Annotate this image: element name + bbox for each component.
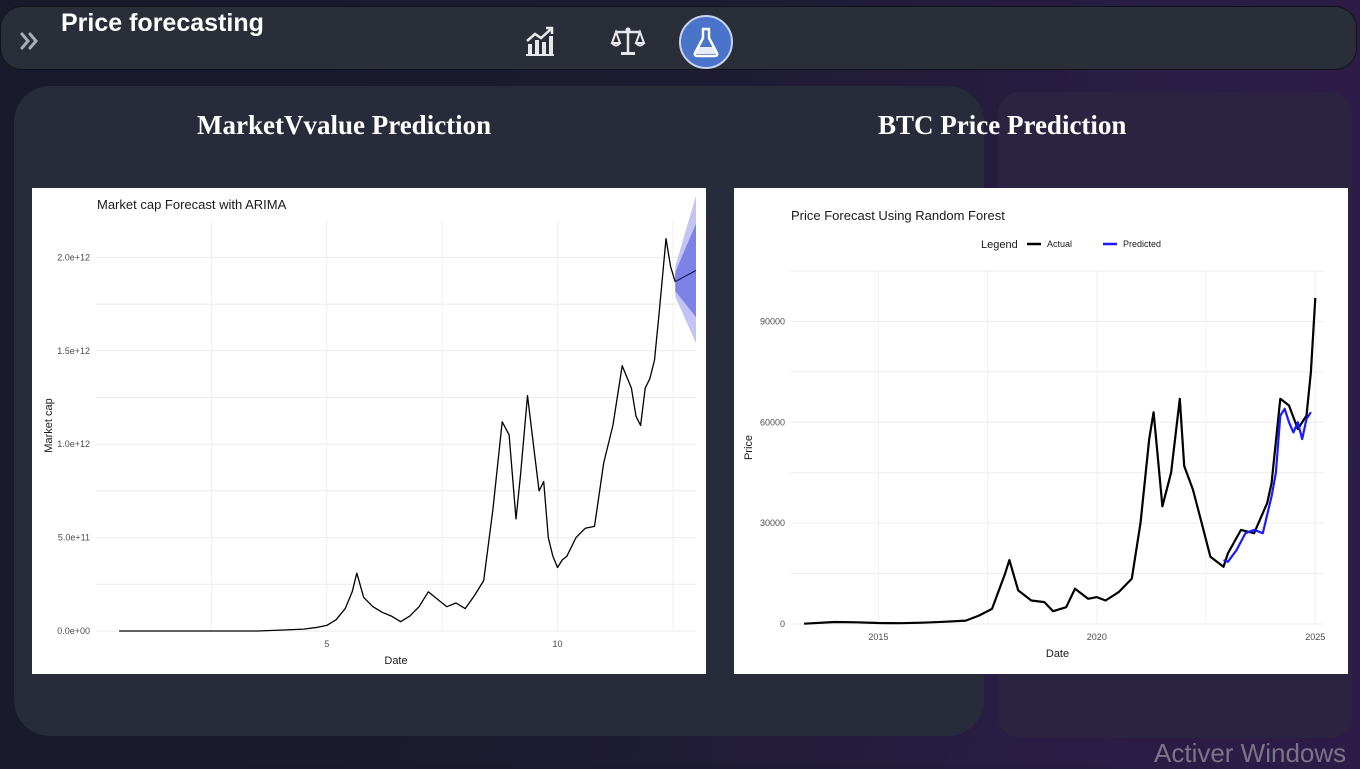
y-tick-label: 1.5e+12 [57, 346, 90, 356]
x-tick-label: 2025 [1305, 632, 1325, 642]
y-tick-label: 0.0e+00 [57, 626, 90, 636]
legend-label-predicted: Predicted [1123, 239, 1161, 249]
top-bar: Price forecasting [0, 6, 1357, 70]
btc-price-chart: 2015 2020 2025 0 30000 60000 90000 Price Foreca… [734, 188, 1348, 674]
y-tick-label: 1.0e+12 [57, 439, 90, 449]
x-tick-label: 10 [553, 639, 563, 649]
series-line-market-cap [119, 238, 676, 632]
flask-icon[interactable] [679, 15, 733, 69]
chart-title: Price Forecast Using Random Forest [791, 208, 1005, 223]
forecast-interval-80 [675, 223, 696, 318]
balance-scale-icon[interactable] [606, 19, 650, 63]
windows-activation-watermark: Activer Windows [1154, 738, 1347, 768]
btc-price-chart-svg: 2015 2020 2025 0 30000 60000 90000 Price Foreca… [743, 208, 1325, 660]
btc-price-title: BTC Price Prediction [878, 110, 1127, 140]
page-title: Price forecasting [61, 9, 264, 37]
chart-title: Market cap Forecast with ARIMA [97, 197, 287, 212]
y-tick-label: 2.0e+12 [57, 252, 90, 262]
legend-title: Legend [981, 239, 1018, 251]
y-tick-label: 90000 [760, 316, 785, 326]
legend-label-actual: Actual [1047, 239, 1072, 249]
series-line-predicted [1223, 407, 1312, 563]
y-tick-label: 0 [780, 619, 785, 629]
y-tick-label: 60000 [760, 417, 785, 427]
market-cap-chart-svg: 5 10 0.0e+00 5.0e+11 1.0e+12 1.5e+12 2.0e+12 Ma… [43, 195, 697, 667]
x-tick-label: 5 [324, 639, 329, 649]
x-axis-label: Date [384, 655, 407, 667]
market-cap-chart: 5 10 0.0e+00 5.0e+11 1.0e+12 1.5e+12 2.0e+12 Ma… [32, 188, 706, 674]
x-tick-label: 2015 [868, 632, 888, 642]
y-tick-label: 5.0e+11 [58, 533, 90, 543]
market-value-title: MarketVvalue Prediction [197, 110, 492, 140]
y-tick-label: 30000 [760, 518, 785, 528]
y-axis-label: Price [743, 435, 755, 460]
expand-sidebar-icon[interactable] [15, 25, 47, 57]
forecast-mean-line [674, 269, 697, 283]
x-axis-label: Date [1046, 648, 1069, 660]
series-line-actual [804, 297, 1317, 625]
chart-growth-icon[interactable] [518, 19, 562, 63]
x-tick-label: 2020 [1087, 632, 1107, 642]
y-axis-label: Market cap [43, 398, 55, 452]
